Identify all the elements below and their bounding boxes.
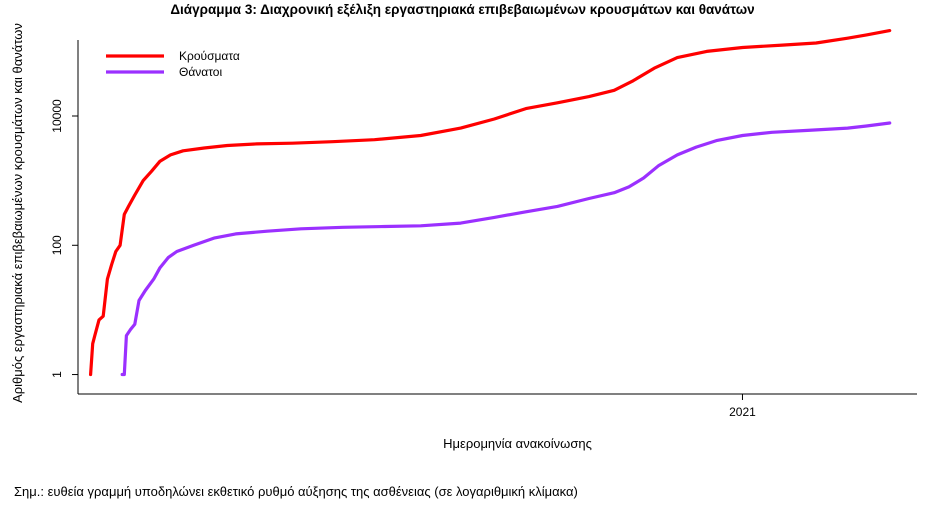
axes: 1 100 10000 2021 Ημερομηνία ανακοίνωσης Αριθμ… xyxy=(10,23,917,451)
y-tick-label: 10000 xyxy=(50,99,64,133)
series-line-2 xyxy=(120,121,892,377)
series-lines xyxy=(89,29,892,377)
y-tick-label: 100 xyxy=(50,235,64,255)
legend: Κρούσματα Θάνατοι xyxy=(106,49,240,79)
chart-title: Διάγραμμα 3: Διαχρονική εξέλιξη εργαστηρ… xyxy=(170,2,755,17)
y-axis-label: Αριθμός εργαστηριακά επιβεβαιωμένων κρου… xyxy=(10,23,25,403)
legend-label: Κρούσματα xyxy=(179,49,240,63)
x-axis-label: Ημερομηνία ανακοίνωσης xyxy=(443,436,592,451)
legend-label: Θάνατοι xyxy=(179,65,222,79)
series-line-1 xyxy=(89,29,892,377)
footnote: Σημ.: ευθεία γραμμή υποδηλώνει εκθετικό … xyxy=(14,484,578,499)
x-tick-label: 2021 xyxy=(729,405,756,419)
y-tick-label: 1 xyxy=(50,371,64,378)
